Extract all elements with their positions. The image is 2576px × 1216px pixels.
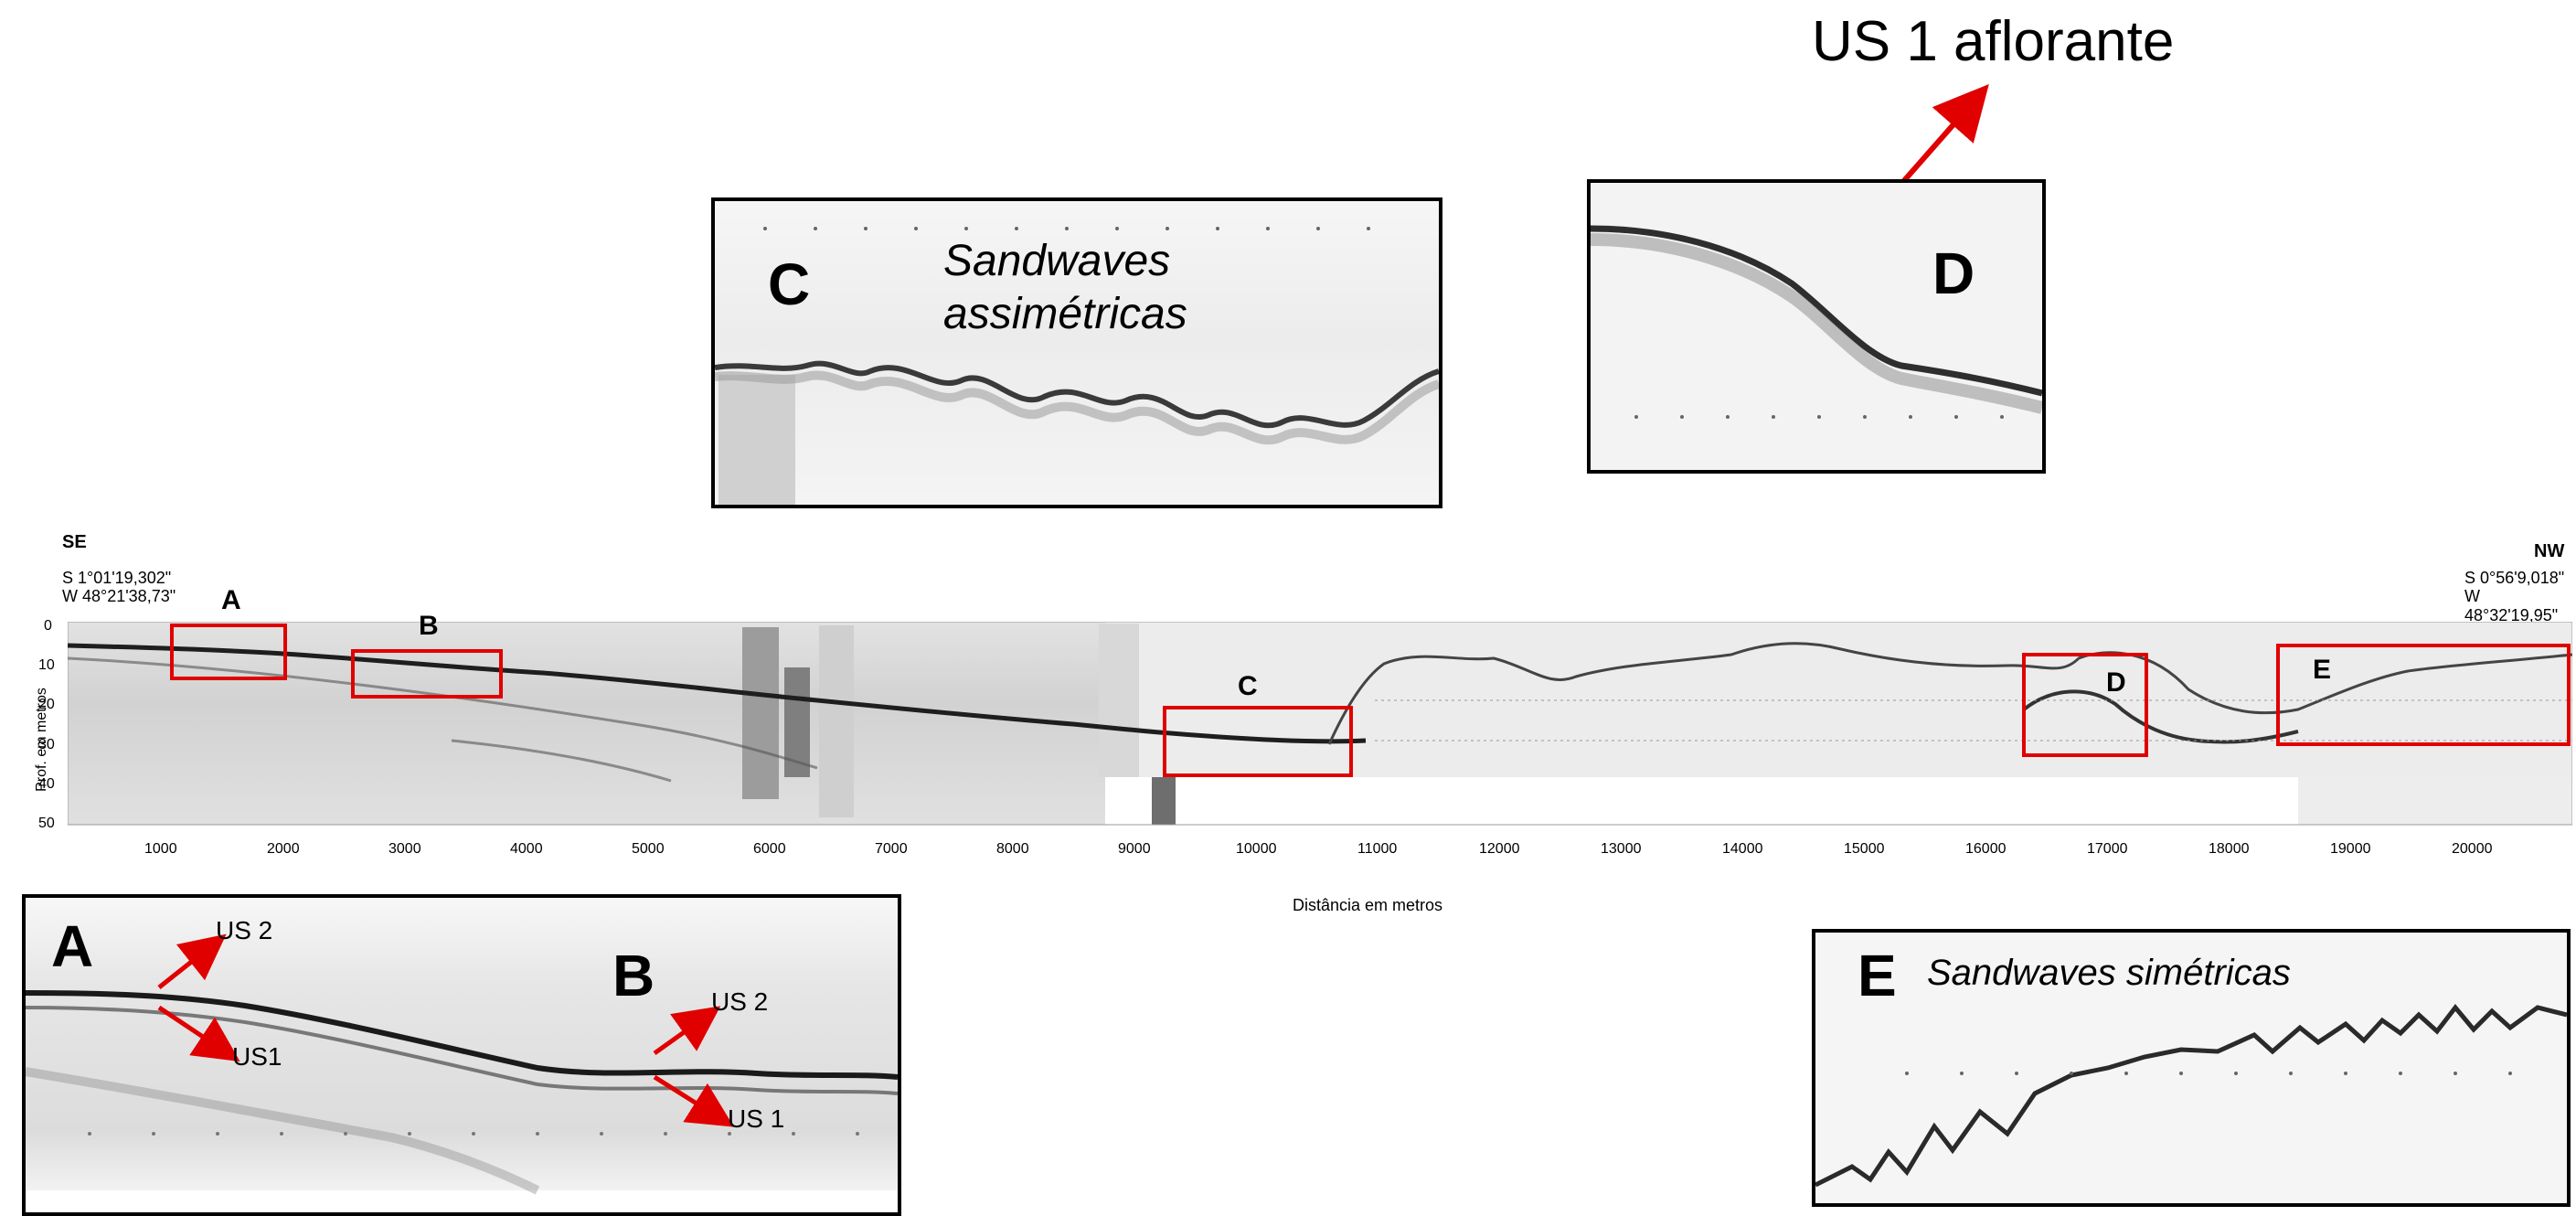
y-tick-50: 50 <box>38 816 55 831</box>
profile-box-d <box>2022 653 2148 757</box>
panel-d-sonar-image <box>1591 183 2042 470</box>
profile-box-a <box>170 624 287 680</box>
profile-left-coord-lat: S 1°01'19,302" <box>62 569 172 587</box>
panel-c-sandwaves-assimetricas: C Sandwaves assimétricas <box>711 197 1442 508</box>
x-tick-8000: 8000 <box>996 841 1029 857</box>
panel-ab-sonar-image <box>26 898 898 1212</box>
x-tick-15000: 15000 <box>1844 841 1885 857</box>
panel-d-us1-aflorante: D <box>1587 179 2046 474</box>
profile-right-direction: NW <box>2534 541 2565 561</box>
x-tick-3000: 3000 <box>389 841 421 857</box>
profile-box-c-label: C <box>1238 671 1258 701</box>
profile-box-b-label: B <box>419 611 439 641</box>
x-tick-4000: 4000 <box>510 841 543 857</box>
x-tick-6000: 6000 <box>753 841 786 857</box>
y-tick-20: 20 <box>38 697 55 712</box>
x-tick-5000: 5000 <box>632 841 665 857</box>
y-tick-10: 10 <box>38 657 55 673</box>
profile-right-coord-lat: S 0°56'9,018" <box>2464 569 2565 587</box>
panel-c-letter: C <box>768 251 811 317</box>
profile-left-coord-lon: W 48°21'38,73" <box>62 587 176 605</box>
x-tick-16000: 16000 <box>1965 841 2007 857</box>
x-tick-10000: 10000 <box>1236 841 1277 857</box>
y-tick-40: 40 <box>38 776 55 792</box>
panel-c-caption-line1: Sandwaves <box>943 237 1171 285</box>
profile-left-direction: SE <box>62 532 87 552</box>
x-tick-7000: 7000 <box>875 841 908 857</box>
x-tick-11000: 11000 <box>1357 841 1398 857</box>
x-tick-1000: 1000 <box>144 841 177 857</box>
profile-sonar-image <box>68 622 2572 826</box>
us1-label-a: US1 <box>232 1042 282 1071</box>
x-tick-17000: 17000 <box>2087 841 2128 857</box>
panel-e-letter: E <box>1857 943 1897 1008</box>
x-tick-20000: 20000 <box>2452 841 2493 857</box>
us2-label-a: US 2 <box>216 916 273 944</box>
y-tick-30: 30 <box>38 737 55 752</box>
profile-box-a-label: A <box>221 585 241 615</box>
panel-e-caption: Sandwaves simétricas <box>1927 953 2291 993</box>
panel-e-sonar-image <box>1815 933 2567 1203</box>
panel-b-letter: B <box>612 943 655 1008</box>
x-tick-9000: 9000 <box>1118 841 1151 857</box>
y-tick-0: 0 <box>44 618 52 634</box>
us2-label-b: US 2 <box>711 987 769 1016</box>
profile-box-c <box>1163 706 1353 777</box>
x-tick-18000: 18000 <box>2209 841 2250 857</box>
panel-ab-arrows <box>157 933 734 1127</box>
profile-box-e-label: E <box>2313 655 2332 685</box>
us1-label-b: US 1 <box>728 1104 785 1133</box>
panel-ab-us-units: A B US 2 US1 US 2 US 1 <box>22 894 901 1216</box>
profile-box-e <box>2276 644 2571 746</box>
x-tick-2000: 2000 <box>267 841 300 857</box>
panel-d-letter: D <box>1932 240 1975 306</box>
panel-c-caption-line2: assimétricas <box>943 290 1187 338</box>
profile-box-d-label: D <box>2106 667 2126 698</box>
profile-right-coord-lon: W 48°32'19,95" <box>2464 587 2559 624</box>
panel-c-sonar-image <box>715 201 1439 505</box>
profile-x-axis-label: Distância em metros <box>1293 896 1443 914</box>
x-tick-12000: 12000 <box>1479 841 1520 857</box>
panel-e-sandwaves-simetricas: E Sandwaves simétricas <box>1812 929 2571 1207</box>
us1-aflorante-title: US 1 aflorante <box>1812 10 2175 73</box>
x-tick-13000: 13000 <box>1601 841 1642 857</box>
x-tick-14000: 14000 <box>1722 841 1763 857</box>
panel-a-letter: A <box>51 913 94 979</box>
x-tick-19000: 19000 <box>2330 841 2371 857</box>
profile-box-b <box>351 649 503 699</box>
